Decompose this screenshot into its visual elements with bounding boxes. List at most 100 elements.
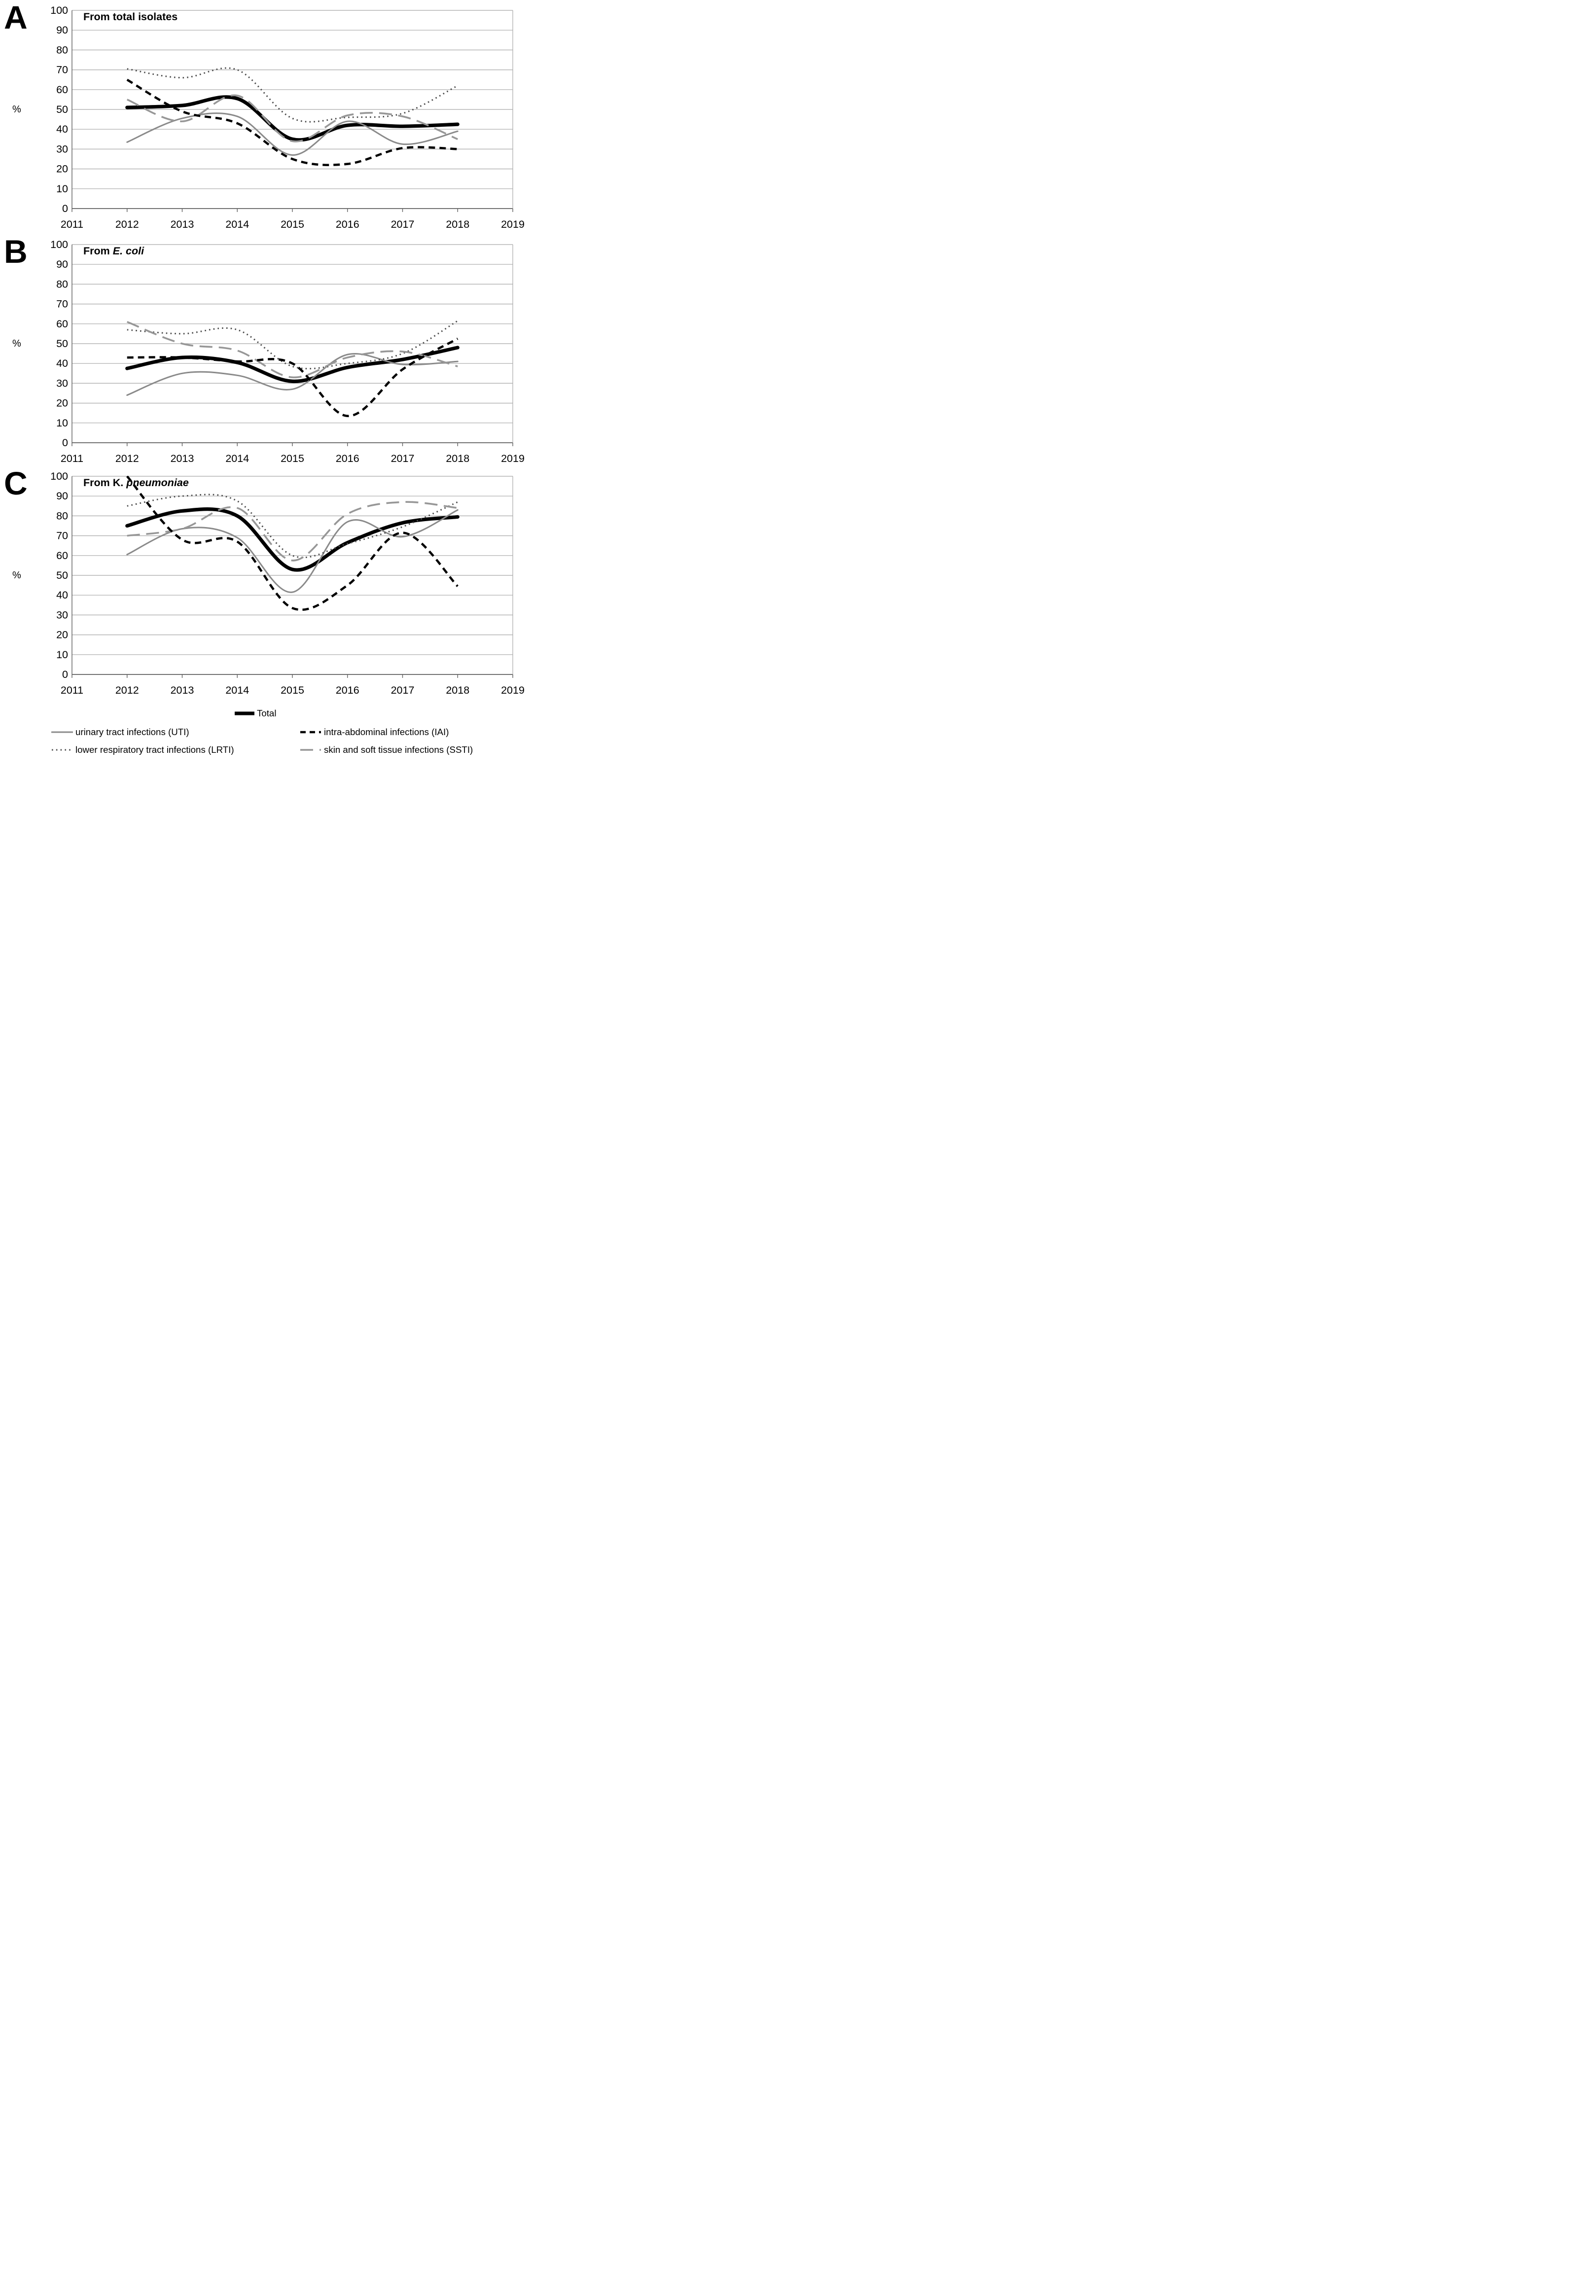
x-tick-label: 2016 <box>336 218 359 230</box>
series-iai-curve <box>126 78 458 166</box>
x-tick-label: 2012 <box>115 453 139 464</box>
y-tick-label: 100 <box>50 239 68 250</box>
panel-letter-A: A <box>4 0 28 35</box>
x-tick-label: 2015 <box>281 453 304 464</box>
panel-title-text: From K. <box>83 477 127 489</box>
legend-entry-uti: urinary tract infections (UTI) <box>51 727 189 738</box>
figure-panel-chart: A From total isolates % 100 90 80 70 60 50 40 3… <box>0 0 532 765</box>
series-lrti-curve <box>127 320 459 370</box>
y-tick-label: 10 <box>56 183 68 195</box>
y-tick-label: 30 <box>56 143 68 155</box>
y-tick-label: 20 <box>56 163 68 175</box>
x-tick-label: 2019 <box>501 453 525 464</box>
series-uti-curve <box>126 353 459 396</box>
series-lrti-curve <box>127 67 458 123</box>
gridlines <box>72 244 513 443</box>
y-tick-label: 50 <box>56 104 68 115</box>
panel-B: B From E. coli % 100 90 80 70 60 50 40 30 20 10 0 2… <box>0 234 532 471</box>
y-axis-unit-label-C: % <box>12 570 21 581</box>
legend-label-lrti: lower respiratory tract infections (LRTI… <box>75 744 234 755</box>
series-lrti-curve <box>127 494 458 559</box>
y-axis-unit-label-A: % <box>12 104 21 115</box>
y-tick-label: 100 <box>50 4 68 16</box>
x-tick-label: 2014 <box>225 453 249 464</box>
x-tick-label: 2011 <box>61 684 83 696</box>
x-tick-label: 2018 <box>446 684 469 696</box>
x-tick-label: 2016 <box>336 684 359 696</box>
y-tick-label: 50 <box>56 338 68 350</box>
y-tick-label: 0 <box>62 669 68 680</box>
panel-title-text: From total isolates <box>83 11 178 23</box>
x-tick-label: 2019 <box>501 684 525 696</box>
series-ssti-curve <box>127 321 458 379</box>
series-iai-curve <box>127 337 459 418</box>
legend-label-total: Total <box>257 708 277 718</box>
x-tick-label: 2013 <box>171 453 194 464</box>
series-total-curve <box>125 507 460 572</box>
x-tick-label: 2012 <box>115 218 139 230</box>
legend-marker-lrti-line <box>52 749 72 751</box>
x-tick-label: 2011 <box>61 218 83 230</box>
legend-entry-ssti: skin and soft tissue infections (SSTI) <box>300 744 473 755</box>
y-axis-unit-label-B: % <box>12 338 21 349</box>
y-tick-label: 30 <box>56 377 68 389</box>
chart-legend: Total urinary tract infections (UTI) int… <box>0 704 532 765</box>
y-tick-label: 40 <box>56 123 68 135</box>
legend-marker-total-line <box>235 711 254 715</box>
y-tick-label: 0 <box>62 203 68 214</box>
panel-title-text: From <box>83 245 113 257</box>
y-tick-label: 80 <box>56 278 68 290</box>
x-tick-label: 2016 <box>336 453 359 464</box>
y-tick-label: 70 <box>56 530 68 542</box>
y-tick-label: 90 <box>56 490 68 502</box>
series-uti-curve <box>126 509 459 593</box>
y-tick-label: 90 <box>56 24 68 36</box>
y-tick-label: 60 <box>56 84 68 96</box>
series-ssti-curve <box>127 94 458 142</box>
series-total-curve <box>125 95 460 142</box>
panel-title-italic: E. coli <box>112 245 144 257</box>
x-tick-label: 2013 <box>171 218 194 230</box>
y-tick-label: 0 <box>62 437 68 449</box>
panel-C: C From K. pneumoniae % 100 90 80 70 60 50 40 30… <box>0 466 532 703</box>
x-tick-label: 2019 <box>501 218 525 230</box>
y-tick-label: 80 <box>56 510 68 522</box>
x-tick-label: 2013 <box>171 684 194 696</box>
series-curves <box>125 320 460 418</box>
series-uti-curve <box>126 112 459 156</box>
y-tick-label: 10 <box>56 417 68 429</box>
y-tick-label: 20 <box>56 397 68 409</box>
x-tick-label: 2017 <box>391 218 415 230</box>
y-tick-label: 50 <box>56 569 68 581</box>
y-tick-label: 40 <box>56 357 68 369</box>
x-tick-label: 2017 <box>391 684 415 696</box>
panel-letter-C: C <box>4 465 28 501</box>
panel-title-A: From total isolates <box>83 11 177 23</box>
series-curves <box>125 67 460 166</box>
legend-marker-iai-line <box>300 731 321 734</box>
panel-A: A From total isolates % 100 90 80 70 60 50 40 3… <box>0 0 532 237</box>
x-tick-label: 2018 <box>446 453 469 464</box>
panel-title-C: From K. pneumoniae <box>83 477 189 489</box>
y-tick-label: 80 <box>56 44 68 56</box>
x-tick-label: 2017 <box>391 453 415 464</box>
x-tick-label: 2018 <box>446 218 469 230</box>
legend-entry-iai: intra-abdominal infections (IAI) <box>300 727 449 738</box>
panel-title-italic: pneumoniae <box>126 477 189 489</box>
legend-entry-lrti: lower respiratory tract infections (LRTI… <box>51 744 234 755</box>
legend-label-ssti: skin and soft tissue infections (SSTI) <box>324 744 473 755</box>
y-tick-label: 70 <box>56 298 68 310</box>
x-tick-label: 2014 <box>225 218 249 230</box>
y-tick-label: 40 <box>56 589 68 601</box>
x-tick-label: 2012 <box>115 684 139 696</box>
y-tick-label: 60 <box>56 550 68 562</box>
gridlines <box>72 476 513 675</box>
x-tick-label: 2015 <box>281 218 304 230</box>
gridlines <box>72 10 513 209</box>
y-tick-label: 10 <box>56 649 68 661</box>
series-ssti-curve <box>127 501 458 562</box>
x-tick-label: 2015 <box>281 684 304 696</box>
